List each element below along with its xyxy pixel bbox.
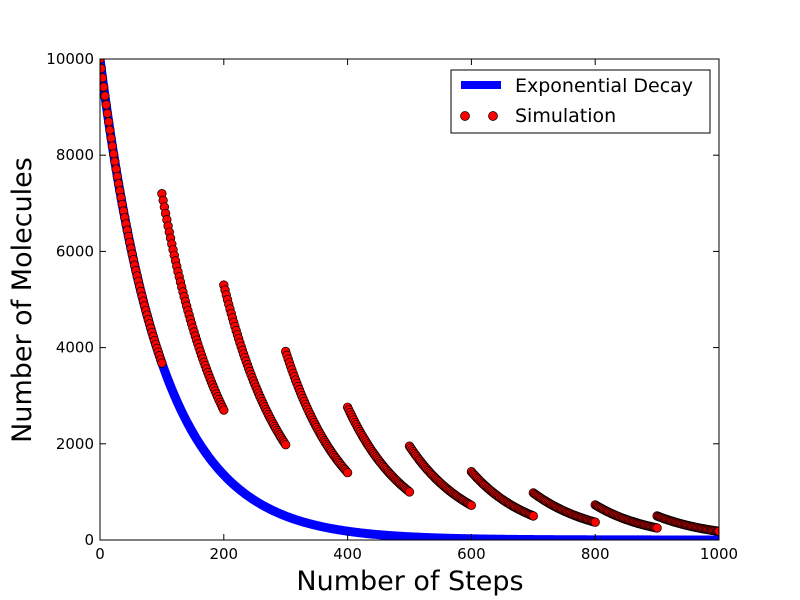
simulation-point	[281, 440, 291, 450]
x-tick-label: 600	[457, 545, 486, 563]
legend: Exponential Decay Simulation	[450, 69, 711, 134]
y-tick-label: 8000	[56, 146, 94, 164]
simulation-point	[100, 82, 109, 92]
simulation-point	[104, 117, 114, 127]
y-tick-label: 6000	[56, 242, 94, 260]
axes-frame	[99, 58, 720, 541]
plot-area	[100, 59, 719, 540]
x-tick-label: 200	[209, 545, 238, 563]
simulation-point	[528, 511, 538, 521]
simulation-point	[342, 468, 353, 478]
simulation-point	[102, 108, 113, 119]
y-tick-label: 0	[84, 531, 94, 549]
simulation-point	[100, 91, 110, 101]
simulation-point	[101, 100, 111, 110]
simulation-point	[404, 487, 415, 497]
legend-label-simulation: Simulation	[515, 105, 616, 127]
y-tick-label: 4000	[56, 339, 94, 357]
simulation-point	[106, 133, 116, 143]
simulation-point	[105, 125, 115, 135]
legend-marker-swatch-2	[488, 111, 498, 121]
plot-data	[100, 59, 719, 540]
x-tick-label: 0	[95, 545, 105, 563]
simulation-point	[107, 141, 118, 151]
x-axis-title: Number of Steps	[296, 566, 523, 597]
simulation-point	[100, 63, 106, 74]
legend-marker-swatch-1	[460, 111, 470, 121]
x-tick-label: 400	[333, 545, 362, 563]
legend-label-exponential-decay: Exponential Decay	[515, 75, 693, 97]
simulation-point	[219, 405, 229, 415]
y-tick-label: 10000	[46, 50, 94, 68]
y-axis-title: Number of Molecules	[7, 157, 38, 443]
simulation-point	[157, 358, 167, 368]
simulation-point	[652, 523, 662, 533]
x-tick-label: 1000	[700, 545, 738, 563]
x-tick-label: 800	[581, 545, 610, 563]
simulation-point	[590, 517, 600, 527]
simulation-point	[466, 500, 477, 511]
y-tick-label: 2000	[56, 435, 94, 453]
simulation-point	[100, 73, 108, 83]
simulation-point	[714, 526, 719, 536]
simulation-point	[108, 149, 119, 159]
legend-box	[450, 69, 711, 134]
